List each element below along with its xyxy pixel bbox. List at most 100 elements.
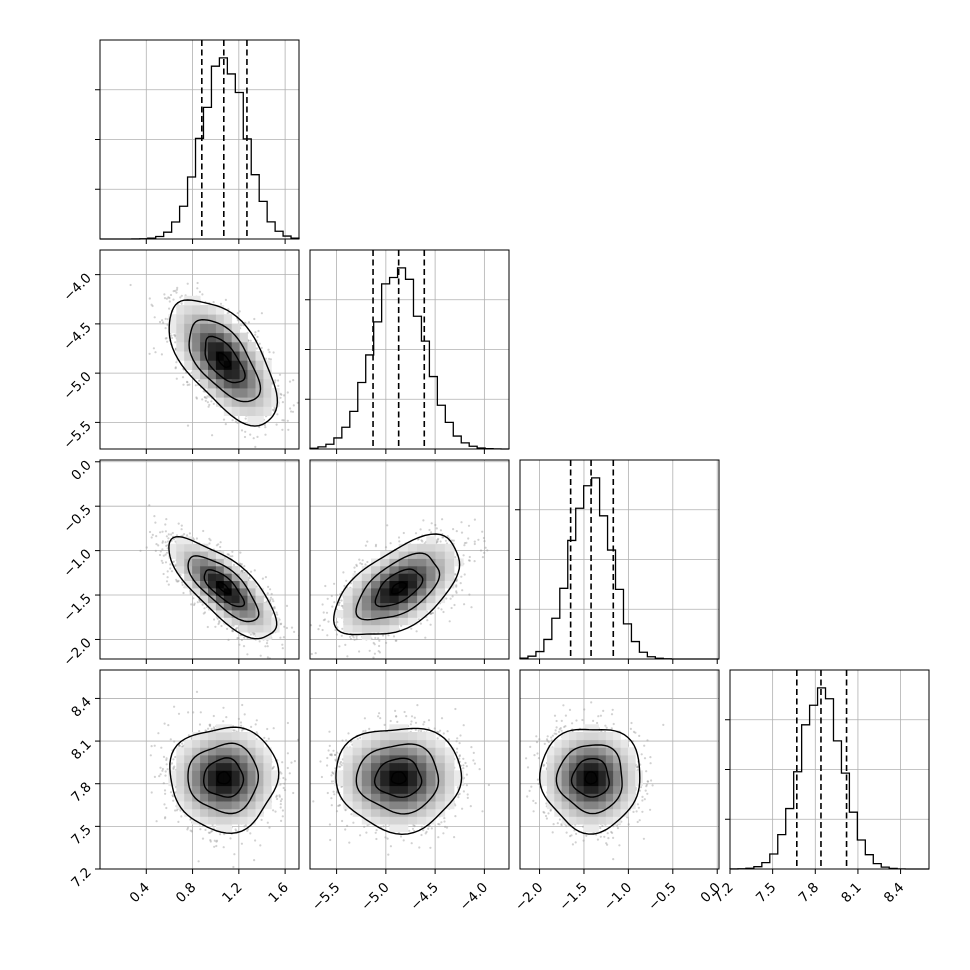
scatter-point — [249, 339, 252, 342]
density-cell — [223, 351, 233, 361]
scatter-point — [273, 607, 276, 610]
scatter-point — [253, 569, 256, 572]
scatter-point — [215, 544, 218, 547]
scatter-point — [281, 647, 284, 650]
diag-panel-1 — [309, 249, 510, 450]
scatter-point — [272, 351, 275, 354]
density-cell — [247, 351, 256, 361]
scatter-point — [226, 627, 229, 631]
density-cell — [192, 351, 201, 361]
density-cell — [215, 360, 225, 370]
scatter-point — [174, 289, 177, 292]
density-cell — [176, 305, 185, 315]
density-cell — [200, 341, 209, 352]
scatter-point — [169, 293, 173, 297]
scatter-point — [238, 310, 241, 313]
scatter-point — [165, 551, 169, 554]
density-cell — [239, 351, 248, 361]
scatter-point — [254, 333, 257, 336]
scatter-point — [186, 424, 190, 427]
scatter-point — [182, 591, 185, 595]
scatter-point — [243, 636, 246, 639]
scatter-point — [167, 583, 170, 586]
scatter-point — [151, 304, 154, 308]
scatter-point — [261, 662, 263, 664]
scatter-point — [249, 633, 252, 636]
density-cell — [184, 351, 193, 361]
density-cell — [223, 388, 233, 398]
scatter-point — [279, 392, 282, 395]
scatter-point — [249, 570, 253, 573]
scatter-point — [276, 413, 279, 416]
density-cell — [176, 341, 185, 352]
scatter-point — [244, 417, 247, 420]
scatter-point — [153, 316, 156, 319]
scatter-point — [229, 555, 232, 558]
density-cell — [255, 397, 264, 407]
contour-line — [204, 335, 246, 384]
scatter-point — [207, 405, 210, 408]
scatter-point — [175, 534, 179, 537]
scatter-point — [154, 521, 157, 524]
scatter-point — [279, 396, 282, 399]
scatter-point — [202, 390, 205, 393]
scatter-point — [177, 579, 180, 583]
scatter-point — [173, 333, 176, 337]
scatter-point — [164, 541, 167, 544]
density-cell — [231, 397, 240, 407]
scatter-point — [260, 346, 263, 349]
scatter-point — [282, 419, 285, 422]
scatter-point — [186, 534, 189, 537]
scatter-point — [217, 622, 220, 626]
scatter-point — [172, 290, 175, 293]
scatter-point — [217, 543, 220, 546]
scatter-point — [236, 312, 239, 315]
scatter-point — [150, 303, 153, 306]
scatter-point — [271, 455, 273, 457]
pair-panel-2-0 — [99, 459, 300, 664]
scatter-point — [155, 543, 158, 546]
density-cell — [247, 406, 256, 416]
scatter-point — [160, 353, 163, 356]
scatter-point — [150, 536, 153, 539]
scatter-point — [275, 611, 278, 614]
scatter-point — [258, 342, 261, 345]
density-cell — [192, 341, 201, 352]
density-cell — [215, 314, 225, 324]
scatter-point — [286, 391, 289, 394]
scatter-point — [196, 281, 199, 285]
density-cell — [263, 397, 272, 407]
scatter-point — [289, 407, 292, 410]
scatter-point — [296, 401, 299, 404]
scatter-point — [171, 336, 174, 340]
density-cell — [223, 314, 233, 324]
scatter-point — [231, 550, 234, 553]
scatter-point — [253, 632, 256, 635]
scatter-point — [226, 312, 229, 315]
scatter-point — [280, 393, 283, 396]
scatter-point — [180, 528, 183, 531]
density-cell — [168, 323, 177, 334]
scatter-point — [241, 570, 244, 573]
density-cell — [263, 378, 272, 389]
scatter-point — [212, 402, 215, 405]
density-cell — [184, 323, 193, 334]
scatter-point — [163, 293, 166, 296]
scatter-point — [235, 627, 238, 630]
scatter-point — [252, 633, 255, 636]
scatter-point — [278, 373, 282, 376]
scatter-point — [172, 298, 175, 301]
scatter-point — [279, 636, 282, 639]
scatter-point — [283, 394, 286, 397]
scatter-point — [259, 654, 262, 657]
scatter-point — [202, 529, 205, 533]
contour-line — [217, 351, 232, 368]
scatter-point — [219, 541, 222, 544]
scatter-point — [267, 348, 270, 351]
scatter-point — [232, 624, 235, 627]
density-cell — [247, 341, 256, 352]
scatter-point — [227, 553, 230, 556]
scatter-point — [161, 530, 164, 533]
scatter-point — [196, 601, 199, 604]
